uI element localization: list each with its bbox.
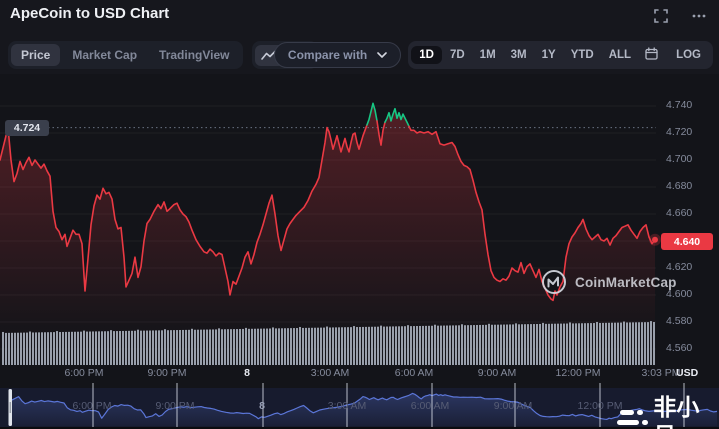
- x-tick-day: 8: [244, 367, 250, 379]
- price-line: [408, 125, 656, 302]
- y-tick: 4.620: [666, 261, 693, 273]
- y-tick: 4.700: [666, 153, 693, 165]
- y-tick: 4.600: [666, 288, 693, 300]
- nav-tick: 3:00 AM: [327, 400, 367, 412]
- y-tick: 4.680: [666, 180, 693, 192]
- unit-label: USD: [676, 367, 699, 379]
- y-tick: 4.560: [666, 342, 693, 354]
- x-tick-current-time: 3:03 PM: [641, 367, 681, 379]
- main-plot-area[interactable]: [0, 78, 656, 365]
- range-ytd[interactable]: YTD: [570, 49, 594, 61]
- coinmarketcap-watermark-text: CoinMarketCap: [575, 274, 677, 290]
- calendar-icon[interactable]: [639, 44, 664, 66]
- x-tick: 6:00 PM: [64, 367, 104, 379]
- range-3m[interactable]: 3M: [510, 49, 527, 61]
- x-tick: 12:00 PM: [555, 367, 601, 379]
- coinmarketcap-logo-icon: [542, 270, 566, 294]
- x-tick: 3:00 AM: [310, 367, 350, 379]
- y-tick: 4.660: [666, 207, 693, 219]
- tab-market-cap[interactable]: Market Cap: [72, 48, 138, 62]
- fullscreen-icon[interactable]: [653, 8, 669, 24]
- range-selector: 1D 7D 1M 3M 1Y YTD ALL LOG: [408, 41, 713, 69]
- x-tick: 6:00 AM: [394, 367, 434, 379]
- chevron-down-icon: [377, 52, 388, 58]
- more-options-icon[interactable]: [691, 8, 707, 24]
- navigator-area-fill: [10, 393, 717, 426]
- log-scale-toggle[interactable]: LOG: [676, 49, 701, 61]
- last-point-marker: [652, 236, 658, 243]
- feixiaohao-watermark: 非小号: [617, 394, 719, 429]
- nav-tick-day: 8: [259, 400, 265, 412]
- compare-with-label: Compare with: [287, 48, 368, 62]
- tab-tradingview[interactable]: TradingView: [159, 48, 230, 62]
- y-tick: 4.720: [666, 126, 693, 138]
- nav-tick: 12:00 PM: [577, 400, 623, 412]
- nav-tick: 6:00 AM: [410, 400, 450, 412]
- price-area-fill: [0, 103, 655, 366]
- range-1d[interactable]: 1D: [411, 46, 442, 64]
- price-line: [376, 120, 386, 146]
- range-all[interactable]: ALL: [608, 49, 632, 61]
- nav-tick: 9:00 AM: [493, 400, 533, 412]
- nav-tick: 6:00 PM: [72, 400, 112, 412]
- price-line: [384, 107, 410, 128]
- navigator-line: [9, 392, 718, 420]
- tab-price[interactable]: Price: [11, 44, 61, 66]
- range-1y[interactable]: 1Y: [541, 49, 556, 61]
- open-price-badge: 4.724: [5, 120, 49, 136]
- feixiaohao-watermark-text: 非小号: [653, 395, 700, 429]
- volume-bars: [2, 321, 655, 365]
- x-tick: 9:00 PM: [147, 367, 187, 379]
- coinmarketcap-watermark: CoinMarketCap: [541, 269, 677, 295]
- y-tick: 4.580: [666, 315, 693, 327]
- range-7d[interactable]: 7D: [449, 49, 465, 61]
- view-tabs: Price Market Cap TradingView: [8, 41, 243, 69]
- nav-tick: 9:00 PM: [155, 400, 195, 412]
- range-1m[interactable]: 1M: [479, 49, 496, 61]
- page-title: ApeCoin to USD Chart: [10, 5, 170, 22]
- x-tick: 9:00 AM: [477, 367, 517, 379]
- price-line: [366, 102, 378, 126]
- current-price-badge: 4.640: [661, 233, 713, 250]
- compare-with-button[interactable]: Compare with: [273, 42, 402, 68]
- feixiaohao-logo-icon: [617, 409, 648, 429]
- price-line: [0, 124, 368, 296]
- y-tick: 4.740: [666, 99, 693, 111]
